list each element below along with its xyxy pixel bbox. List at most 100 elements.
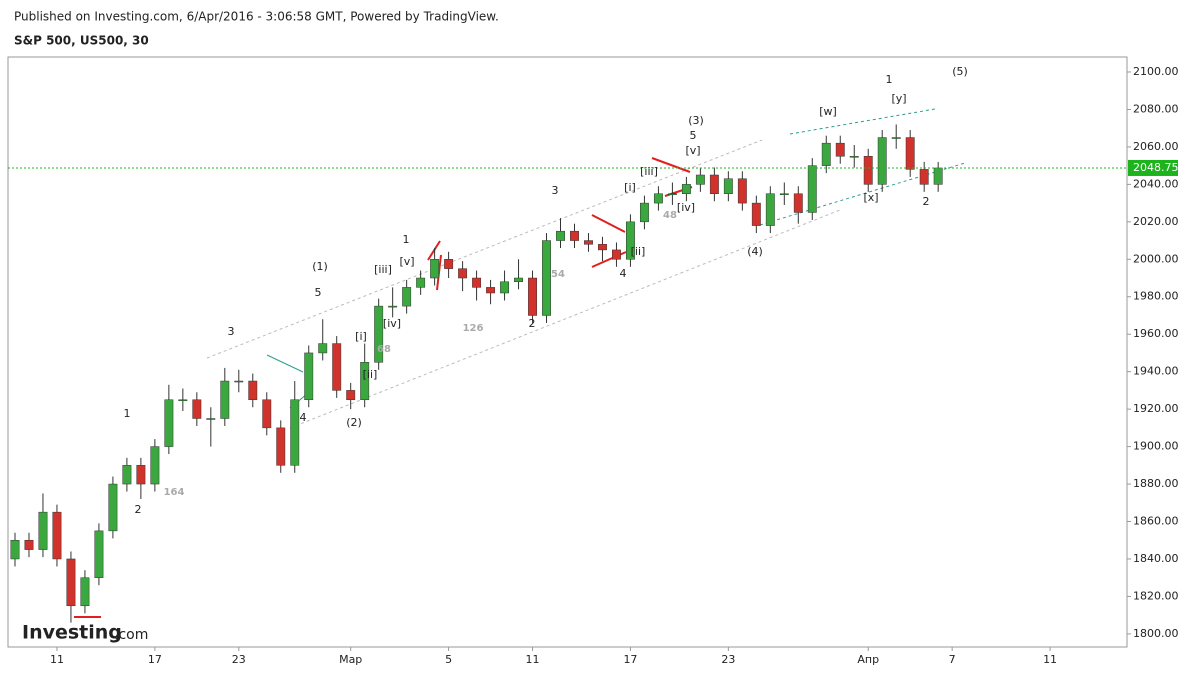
candle-body	[304, 352, 314, 401]
candle-body	[374, 305, 384, 363]
wave-label: [iv]	[383, 317, 401, 330]
candle-body	[66, 558, 76, 607]
last-price-label: 2048.75	[1133, 161, 1179, 174]
candle-body	[38, 511, 48, 550]
candle-body	[164, 399, 174, 447]
candle-body	[234, 380, 244, 383]
x-tick-label: 5	[445, 653, 452, 666]
candle-body	[639, 202, 649, 223]
candle-body	[835, 142, 845, 157]
y-tick-label: 2020.00	[1133, 215, 1179, 228]
y-tick-label: 1860.00	[1133, 515, 1179, 528]
candle-body	[290, 399, 300, 466]
candle-body	[514, 277, 523, 283]
candle-body	[24, 539, 34, 550]
candle-body	[653, 193, 663, 204]
y-tick-label: 1900.00	[1133, 440, 1179, 453]
wave-label: 4	[300, 411, 307, 424]
x-tick-label: 11	[50, 653, 64, 666]
x-tick-label: 17	[623, 653, 637, 666]
x-tick-label: 23	[232, 653, 246, 666]
candle-body	[276, 427, 286, 466]
wave-label: 2	[923, 195, 930, 208]
candle-body	[402, 287, 412, 307]
y-tick-label: 1820.00	[1133, 589, 1179, 602]
y-tick-label: 1980.00	[1133, 290, 1179, 303]
wave-label: [y]	[891, 92, 906, 105]
candle-body	[122, 465, 132, 485]
x-tick-label: 17	[148, 653, 162, 666]
candle-body	[793, 193, 803, 213]
candle-body	[472, 277, 482, 288]
wave-label: [ii]	[631, 245, 646, 258]
candle-body	[136, 465, 146, 485]
wave-label: [i]	[355, 330, 367, 343]
x-tick-label: 11	[526, 653, 540, 666]
wave-label: [x]	[863, 191, 878, 204]
wave-label: [w]	[819, 105, 837, 118]
candle-body	[723, 178, 733, 194]
wave-label: 1	[886, 73, 893, 86]
y-tick-label: 1840.00	[1133, 552, 1179, 565]
candle-body	[877, 137, 887, 185]
candle-body	[765, 193, 775, 226]
candle-body	[709, 174, 719, 194]
y-tick-label: 1940.00	[1133, 365, 1179, 378]
candle-body	[500, 281, 510, 294]
wave-label: [v]	[685, 144, 700, 157]
y-tick-label: 2060.00	[1133, 140, 1179, 153]
wave-label: [iv]	[677, 201, 695, 214]
candle-body	[681, 184, 691, 194]
wave-label: 126	[463, 323, 484, 334]
wave-label: [i]	[624, 181, 636, 194]
wave-label: 1	[403, 233, 410, 246]
wave-label: (2)	[346, 416, 362, 429]
candle-body	[849, 156, 859, 158]
candle-body	[612, 249, 621, 260]
candle-body	[556, 230, 565, 241]
y-tick-label: 1800.00	[1133, 627, 1179, 640]
wave-label: 1	[124, 407, 131, 420]
wave-label: 3	[552, 184, 559, 197]
candle-body	[360, 362, 370, 401]
x-tick-label: Мар	[339, 653, 362, 666]
wave-label: (3)	[688, 114, 704, 127]
candle-body	[528, 277, 537, 316]
logo: Investing .com	[22, 622, 148, 644]
wave-label: (4)	[747, 245, 763, 258]
candle-body	[891, 137, 901, 139]
candle-body	[905, 137, 915, 170]
wave-label: (5)	[952, 65, 968, 78]
candle-body	[262, 399, 272, 429]
logo-suffix: .com	[114, 627, 148, 643]
wave-label: [iii]	[640, 165, 658, 178]
wave-label: [ii]	[363, 368, 378, 381]
candle-body	[80, 577, 90, 607]
wave-label: 2	[135, 503, 142, 516]
candle-body	[332, 343, 342, 391]
candle-body	[821, 142, 831, 166]
candle-body	[150, 446, 160, 485]
y-tick-label: 1880.00	[1133, 477, 1179, 490]
candle-body	[919, 169, 929, 185]
candle-body	[486, 287, 496, 294]
candle-body	[318, 343, 328, 354]
candle-body	[192, 399, 202, 419]
x-tick-label: 11	[1043, 653, 1057, 666]
plot-frame	[7, 56, 1128, 648]
candle-body	[807, 165, 817, 213]
y-tick-label: 1960.00	[1133, 327, 1179, 340]
candle-body	[388, 305, 398, 308]
last-price-box	[1128, 159, 1178, 176]
wave-label: 5	[315, 286, 322, 299]
wave-label: 2	[529, 317, 536, 330]
candle-body	[863, 156, 873, 185]
wave-label: 3	[228, 325, 235, 338]
x-tick-label: 23	[721, 653, 735, 666]
candle-body	[444, 259, 454, 269]
wave-label: 48	[663, 210, 677, 221]
symbol: S&P 500, US500, 30	[14, 34, 149, 48]
y-tick-label: 1920.00	[1133, 402, 1179, 415]
candle-body	[779, 193, 789, 195]
